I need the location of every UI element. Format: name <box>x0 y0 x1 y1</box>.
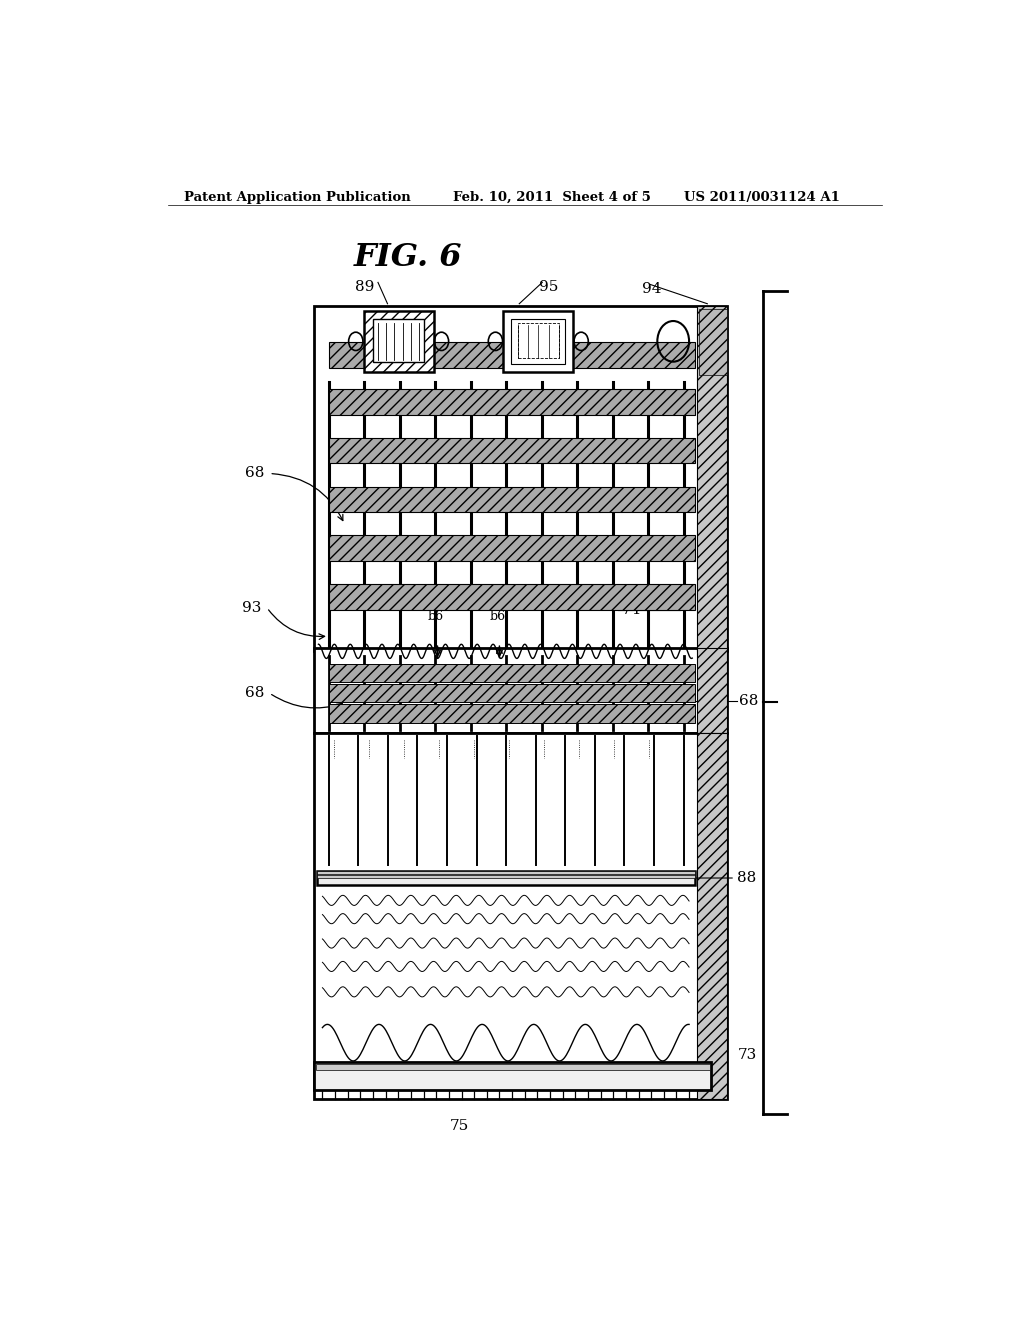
Text: 74: 74 <box>622 603 641 616</box>
Text: FIG. 6: FIG. 6 <box>354 242 463 273</box>
Bar <box>697 648 727 733</box>
Bar <box>316 871 695 878</box>
Bar <box>373 319 424 362</box>
Bar <box>314 1063 712 1090</box>
Bar <box>518 323 559 358</box>
Bar <box>697 306 727 651</box>
Bar <box>329 684 695 702</box>
Text: Patent Application Publication: Patent Application Publication <box>183 191 411 203</box>
Text: 95: 95 <box>539 280 558 294</box>
Bar <box>364 312 433 372</box>
Text: b6: b6 <box>428 610 444 623</box>
Bar <box>314 733 727 1098</box>
Text: 88: 88 <box>737 871 757 884</box>
Bar <box>697 733 727 1098</box>
Bar <box>329 438 695 463</box>
Text: US 2011/0031124 A1: US 2011/0031124 A1 <box>684 191 840 203</box>
Bar <box>316 871 695 886</box>
Text: 75: 75 <box>451 1119 469 1133</box>
Bar <box>329 704 695 722</box>
Text: 93: 93 <box>242 601 261 615</box>
Bar <box>329 585 695 610</box>
Bar <box>329 389 695 414</box>
Text: b6: b6 <box>489 610 506 623</box>
Bar <box>329 342 695 368</box>
Bar <box>329 536 695 561</box>
Bar <box>504 312 573 372</box>
Text: 94: 94 <box>642 282 662 297</box>
Text: 68: 68 <box>245 686 264 700</box>
Bar <box>314 306 727 651</box>
Text: Feb. 10, 2011  Sheet 4 of 5: Feb. 10, 2011 Sheet 4 of 5 <box>454 191 651 203</box>
Text: 68: 68 <box>245 466 264 480</box>
Text: 89: 89 <box>354 280 374 294</box>
Bar <box>511 319 565 364</box>
Text: 68: 68 <box>739 694 759 708</box>
Bar <box>329 664 695 682</box>
Bar <box>316 1064 710 1071</box>
Bar <box>329 487 695 512</box>
Bar <box>698 309 727 375</box>
Bar <box>314 648 727 733</box>
Text: 73: 73 <box>737 1048 757 1061</box>
